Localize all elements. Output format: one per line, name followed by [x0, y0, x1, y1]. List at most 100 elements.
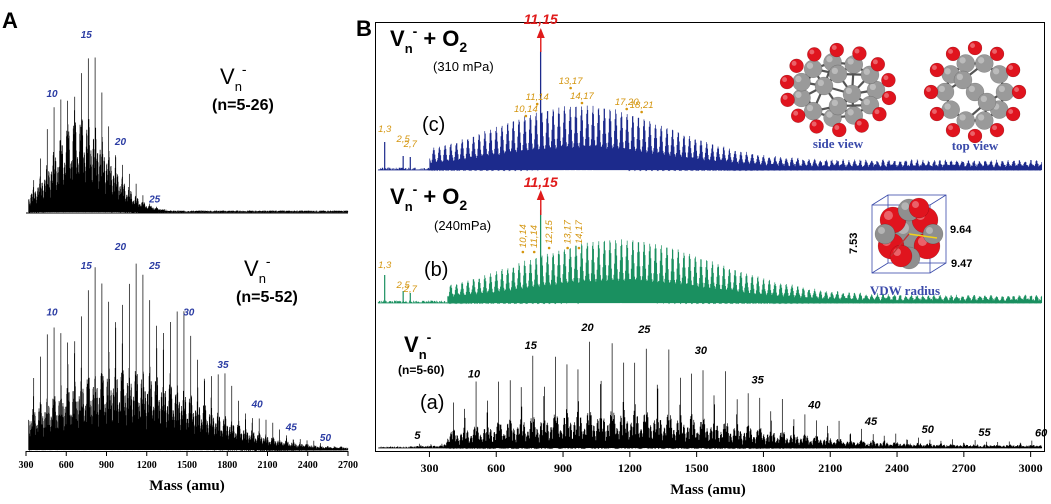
vdw-axis-line [908, 233, 938, 239]
vanadium-sphere [874, 223, 896, 245]
peak-label-a-bottom-5: 35 [217, 360, 229, 371]
vanadium-atom-shine [956, 73, 963, 80]
panel-a-top-formula: Vn- [220, 61, 247, 94]
vanadium-atom-shine [959, 114, 966, 121]
a-x-tick-label-7: 2400 [298, 460, 318, 471]
a-x-tick-label-3: 1200 [137, 460, 157, 471]
oxygen-atom-shine [1014, 87, 1019, 93]
trace-c-minor-dot [569, 86, 572, 90]
oxygen-atom [929, 62, 945, 78]
panel-a-top-peak-labels: 10 15 20 25 [46, 30, 160, 205]
b-x-tick-label-0: 300 [420, 461, 438, 475]
vanadium-atom [995, 82, 1015, 102]
trace-c-highlight-label: 11,15 [524, 11, 558, 27]
spectrum-trace [377, 208, 1043, 305]
panel-a-bottom-formula: Vn- [244, 253, 271, 286]
oxygen-atom-shine [834, 125, 840, 130]
b-x-tick-label-6: 2100 [818, 461, 842, 475]
trace-c-minor-dot [524, 114, 528, 118]
peak-label-a-bottom-2: 20 [114, 242, 127, 253]
side-view-caption: side view [813, 136, 864, 151]
oxygen-atom [1011, 84, 1027, 100]
oxygen-atom-shine [883, 75, 889, 81]
trace-b-minor-label-3: 10,14 [518, 224, 529, 248]
oxygen-atom-shine [791, 60, 797, 66]
vanadium-atom [977, 92, 997, 112]
trace-b-pressure: (240mPa) [434, 218, 491, 233]
oxygen-atom [881, 90, 897, 106]
oxygen-atom-shine [884, 93, 889, 98]
oxygen-sphere-shine [883, 210, 893, 220]
vanadium-atom-shine [977, 57, 985, 64]
peak-label-a-top-2: 20 [114, 137, 127, 148]
oxygen-atom [854, 118, 869, 133]
trace-a-peak-label-0: 5 [414, 430, 421, 442]
peak-label-a-top-3: 25 [148, 194, 161, 205]
vanadium-atom-shine [826, 55, 833, 63]
vanadium-atom [814, 76, 834, 96]
oxygen-atom [779, 74, 795, 90]
a-x-tick-label-5: 1800 [217, 460, 237, 471]
trace-c-title: Vn- + O2 [390, 23, 467, 56]
vanadium-atom-shine [959, 57, 966, 64]
vanadium-atom-shine [998, 85, 1005, 92]
b-x-tick-label-3: 1200 [618, 461, 642, 475]
peak-label-a-bottom-6: 40 [251, 400, 264, 411]
panel-b-label: B [356, 16, 372, 41]
trace-b-minor-dot [577, 246, 581, 250]
panel-b-x-axis-label: Mass (amu) [670, 482, 745, 498]
trace-b-title: Vn- + O2 [390, 181, 467, 214]
trace-b-minor-label-7: 14,17 [574, 220, 585, 244]
oxygen-atom-shine [970, 131, 975, 136]
oxygen-atom [923, 84, 939, 100]
vanadium-atom-shine [944, 68, 951, 75]
a-x-tick-label-2: 900 [99, 460, 114, 471]
trace-c-minor-dot [640, 110, 643, 114]
vdw-box-edge [871, 194, 889, 206]
vdw-box-edge [871, 262, 889, 274]
panel-a-x-axis-label: Mass (amu) [149, 478, 224, 494]
trace-a-peak-label-1: 10 [468, 368, 481, 380]
oxygen-atom [829, 42, 844, 58]
trace-b-minor-label-0: 1,3 [378, 260, 392, 271]
vanadium-atom-shine [806, 104, 814, 112]
trace-c-minor-label-4: 11,14 [526, 92, 549, 103]
trace-c-minor-label-7: 17,20 [615, 97, 639, 108]
trace-b-minor-label-2: 2,7 [403, 284, 418, 295]
oxygen-atom-shine [992, 125, 997, 131]
vdw-box-edge [929, 194, 947, 206]
top-view-caption: top view [952, 138, 999, 153]
trace-b-minor-dot [532, 250, 536, 254]
vanadium-sphere-shine [926, 227, 933, 234]
oxygen-atom [852, 46, 867, 61]
trace-c-minor-label-0: 1,3 [378, 124, 392, 135]
trace-c-minor-label-5: 13,17 [559, 76, 583, 87]
trace-b-minor-dot [566, 246, 569, 250]
vanadium-atom-shine [847, 58, 854, 65]
trace-a-range: (n=5-60) [398, 363, 444, 377]
oxygen-atom [1005, 62, 1021, 78]
oxygen-atom-shine [872, 59, 878, 65]
cluster-side-view-image [779, 42, 897, 138]
vanadium-atom-shine [831, 67, 838, 74]
oxygen-atom-shine [1008, 65, 1014, 71]
vanadium-atom-shine [863, 98, 870, 106]
vdw-dimension-3: 9.47 [951, 258, 972, 270]
trace-b-minor-label-4: 11,14 [529, 225, 540, 248]
trace-b-minor-dot [521, 250, 525, 254]
trace-a-label: (a) [420, 392, 444, 414]
trace-a-peak-label-11: 60 [1035, 428, 1048, 440]
vanadium-atom-shine [817, 79, 824, 86]
vdw-axis-line [890, 233, 910, 257]
oxygen-atom-shine [926, 87, 931, 93]
trace-c-pressure: (310 mPa) [433, 59, 494, 74]
vanadium-atom [935, 82, 955, 102]
b-x-tick-label-7: 2400 [885, 461, 909, 475]
cluster-vdw-image [871, 194, 947, 274]
vanadium-atom-shine [847, 109, 854, 116]
trace-c-minor-dot [535, 102, 539, 106]
trace-b-minor-dot [547, 246, 551, 250]
vanadium-atom-shine [944, 103, 951, 110]
